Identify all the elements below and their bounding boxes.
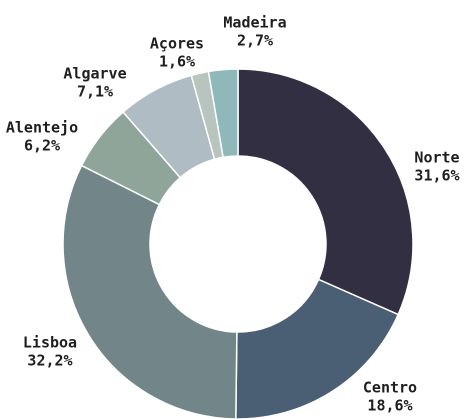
slice-value-label: 2,7%: [237, 32, 273, 50]
slice-label: Centro: [363, 379, 417, 397]
slice-value-label: 7,1%: [77, 83, 113, 101]
slice-label: Açores: [150, 35, 204, 53]
slice-value-label: 32,2%: [27, 352, 72, 370]
slice-label: Norte: [414, 149, 459, 167]
slice-value-label: 1,6%: [159, 53, 195, 71]
donut-slice: [62, 164, 238, 419]
slice-label: Madeira: [223, 14, 286, 32]
slice-value-label: 6,2%: [24, 137, 60, 155]
slice-label: Alentejo: [6, 119, 78, 137]
slice-label: Algarve: [63, 65, 126, 83]
donut-slice: [237, 68, 414, 316]
slice-value-label: 18,6%: [367, 397, 412, 415]
donut-slice: [207, 68, 239, 159]
slice-value-label: 31,6%: [414, 167, 459, 185]
slice-label: Lisboa: [23, 334, 77, 352]
